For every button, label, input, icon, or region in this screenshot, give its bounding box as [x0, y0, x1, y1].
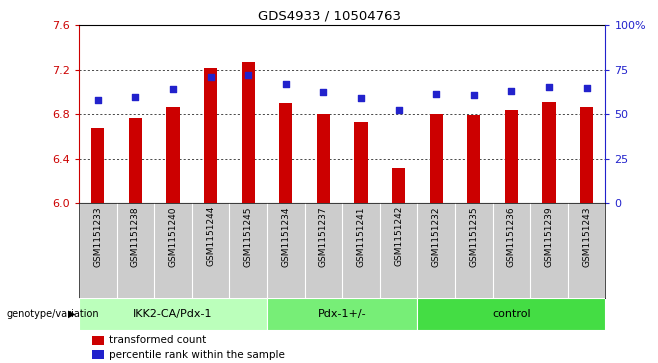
- Text: GSM1151239: GSM1151239: [544, 206, 553, 267]
- Text: GSM1151238: GSM1151238: [131, 206, 140, 267]
- Point: [93, 97, 103, 103]
- Text: GSM1151235: GSM1151235: [469, 206, 478, 267]
- Bar: [129, 118, 142, 203]
- Text: GSM1151233: GSM1151233: [93, 206, 102, 267]
- Text: transformed count: transformed count: [109, 335, 206, 346]
- Text: GSM1151232: GSM1151232: [432, 206, 441, 266]
- Text: GSM1151244: GSM1151244: [206, 206, 215, 266]
- Bar: [355, 122, 368, 203]
- Bar: [166, 107, 180, 203]
- Bar: [392, 168, 405, 203]
- Point: [168, 86, 178, 92]
- Text: genotype/variation: genotype/variation: [7, 309, 99, 319]
- Bar: [467, 115, 480, 203]
- Text: Pdx-1+/-: Pdx-1+/-: [318, 309, 367, 319]
- Point: [318, 89, 328, 95]
- Text: GSM1151240: GSM1151240: [168, 206, 178, 266]
- Text: IKK2-CA/Pdx-1: IKK2-CA/Pdx-1: [133, 309, 213, 319]
- Bar: [505, 110, 518, 203]
- Bar: [542, 102, 555, 203]
- Point: [544, 83, 554, 89]
- Bar: [580, 107, 593, 203]
- Text: control: control: [492, 309, 530, 319]
- Text: ▶: ▶: [68, 309, 76, 319]
- Bar: [79, 298, 267, 330]
- Point: [130, 94, 141, 99]
- Point: [280, 81, 291, 87]
- Point: [468, 93, 479, 98]
- Text: GSM1151241: GSM1151241: [357, 206, 365, 266]
- Point: [506, 88, 517, 94]
- Bar: [267, 298, 417, 330]
- Text: GSM1151236: GSM1151236: [507, 206, 516, 267]
- Point: [431, 91, 442, 97]
- Text: GSM1151243: GSM1151243: [582, 206, 591, 266]
- Text: GSM1151234: GSM1151234: [281, 206, 290, 266]
- Point: [356, 95, 367, 101]
- Text: GSM1151242: GSM1151242: [394, 206, 403, 266]
- Bar: [430, 114, 443, 203]
- Point: [581, 85, 592, 90]
- Bar: [204, 68, 217, 203]
- Text: GSM1151237: GSM1151237: [319, 206, 328, 267]
- Text: GSM1151245: GSM1151245: [243, 206, 253, 266]
- Text: percentile rank within the sample: percentile rank within the sample: [109, 350, 284, 360]
- Point: [205, 74, 216, 79]
- Text: GDS4933 / 10504763: GDS4933 / 10504763: [257, 9, 401, 22]
- Bar: [241, 62, 255, 203]
- Bar: [417, 298, 605, 330]
- Bar: [279, 103, 292, 203]
- Point: [243, 73, 253, 78]
- Point: [393, 107, 404, 113]
- Bar: [91, 128, 105, 203]
- Bar: [316, 114, 330, 203]
